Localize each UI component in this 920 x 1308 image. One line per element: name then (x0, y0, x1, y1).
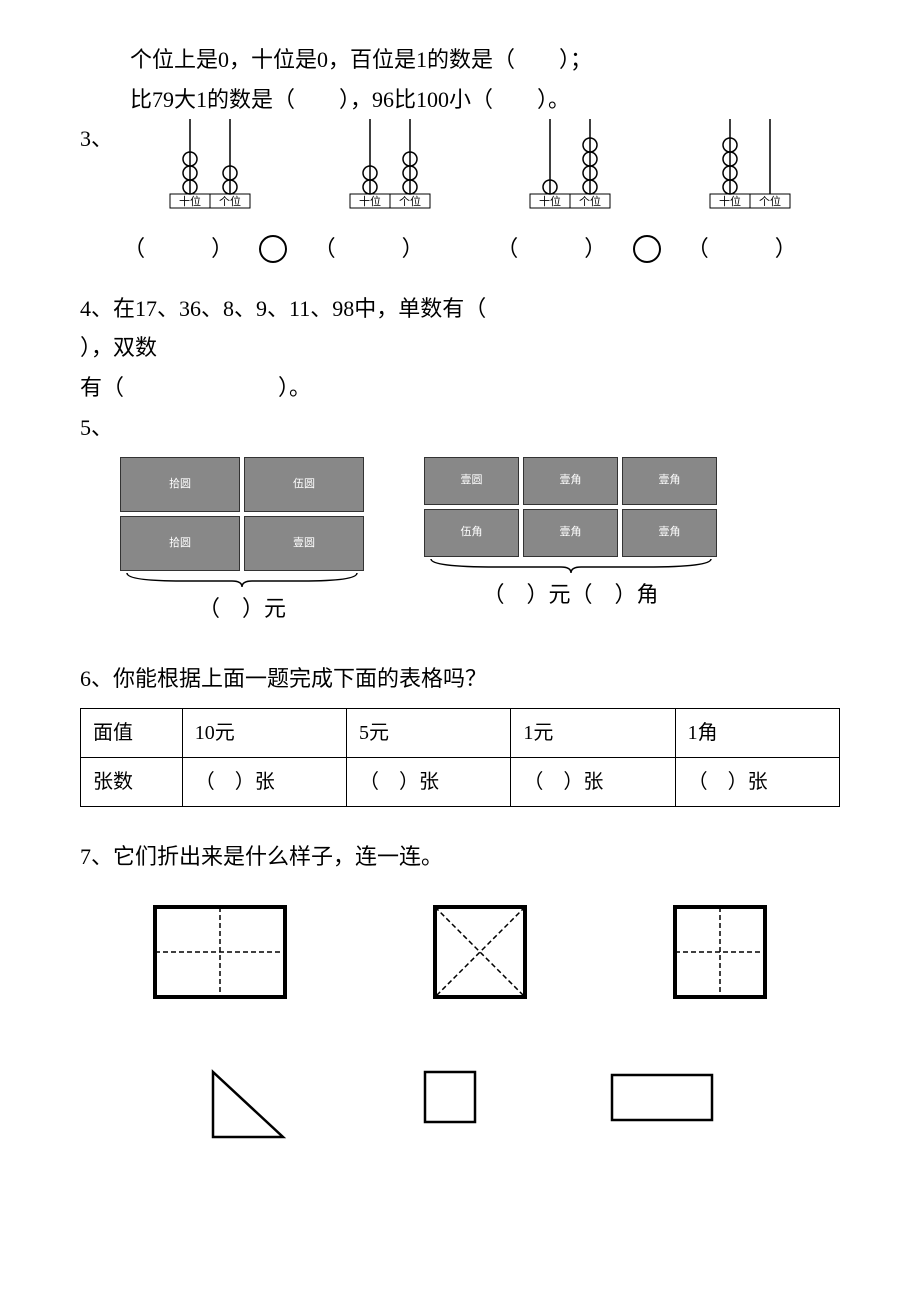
abacus-row: 十位 个位 十位 个位 (120, 119, 840, 209)
svg-text:个位: 个位 (759, 194, 781, 208)
svg-text:十位: 十位 (719, 194, 741, 208)
table-header: 面值 (81, 709, 183, 758)
table-header: 10元 (182, 709, 346, 758)
q4-text-3: 有（ ）。 (80, 368, 840, 408)
bill-5jiao: 伍角 (424, 509, 519, 557)
table-header: 5元 (347, 709, 511, 758)
svg-text:个位: 个位 (579, 194, 601, 208)
paren-2: （ ） (314, 229, 424, 269)
brace-icon (426, 557, 716, 575)
q4-number: 4、 (80, 296, 113, 321)
compare-circle-1 (259, 235, 287, 263)
table-cell: （ ）张 (511, 758, 675, 807)
bill-1jiao: 壹角 (622, 457, 717, 505)
table-header: 1角 (675, 709, 839, 758)
paren-3: （ ） (496, 229, 606, 269)
svg-text:个位: 个位 (219, 194, 241, 208)
table-cell: （ ）张 (675, 758, 839, 807)
abacus-3: 十位 个位 (525, 119, 615, 209)
bill-10yuan: 拾圆 (120, 457, 240, 512)
bill-1jiao: 壹角 (523, 509, 618, 557)
question-line-1: 个位上是0，十位是0，百位是1的数是（ ）； (130, 40, 840, 80)
paren-4: （ ） (687, 229, 797, 269)
bill-1jiao: 壹角 (523, 457, 618, 505)
q3-number: 3、 (80, 119, 120, 159)
q7-number: 7、 (80, 844, 113, 869)
fold-shape-rectangle-cross (145, 897, 295, 1007)
q4-text-2: ），双数 (80, 328, 840, 368)
svg-text:十位: 十位 (179, 194, 201, 208)
bill-1jiao: 壹角 (622, 509, 717, 557)
paren-1: （ ） (123, 229, 233, 269)
q4-text-1: 在17、36、8、9、11、98中，单数有（ (113, 296, 486, 321)
table-cell: （ ）张 (182, 758, 346, 807)
bill-1yuan: 壹圆 (424, 457, 519, 505)
compare-circle-2 (633, 235, 661, 263)
bill-1yuan: 壹圆 (244, 516, 364, 571)
q7-text: 它们折出来是什么样子，连一连。 (113, 844, 443, 869)
abacus-4: 十位 个位 (705, 119, 795, 209)
abacus-2: 十位 个位 (345, 119, 435, 209)
bill-5yuan: 伍圆 (244, 457, 364, 512)
question-line-2: 比79大1的数是（ ），96比100小（ ）。 (130, 80, 840, 120)
money-label-1: （ ）元 (198, 589, 286, 629)
table-cell: （ ）张 (347, 758, 511, 807)
result-shape-triangle (203, 1067, 293, 1142)
abacus-1: 十位 个位 (165, 119, 255, 209)
svg-text:十位: 十位 (359, 194, 381, 208)
q6-text: 你能根据上面一题完成下面的表格吗？ (113, 666, 487, 691)
result-shape-small-square (420, 1067, 480, 1127)
money-group-1: 拾圆 伍圆 拾圆 壹圆 （ ）元 (120, 457, 364, 629)
bill-10yuan: 拾圆 (120, 516, 240, 571)
svg-text:十位: 十位 (539, 194, 561, 208)
fold-shape-square-cross (665, 897, 775, 1007)
money-label-2: （ ）元（ ）角 (482, 575, 658, 615)
fold-shape-square-x (425, 897, 535, 1007)
denomination-table: 面值 10元 5元 1元 1角 张数 （ ）张 （ ）张 （ ）张 （ ）张 (80, 708, 840, 807)
brace-icon (122, 571, 362, 589)
money-group-2: 壹圆 壹角 壹角 伍角 壹角 壹角 （ ）元（ ）角 (424, 457, 717, 629)
q6-number: 6、 (80, 666, 113, 691)
svg-text:个位: 个位 (399, 194, 421, 208)
result-shape-small-rectangle (607, 1067, 717, 1127)
q5-number: 5、 (80, 408, 840, 448)
table-row-label: 张数 (81, 758, 183, 807)
table-header: 1元 (511, 709, 675, 758)
